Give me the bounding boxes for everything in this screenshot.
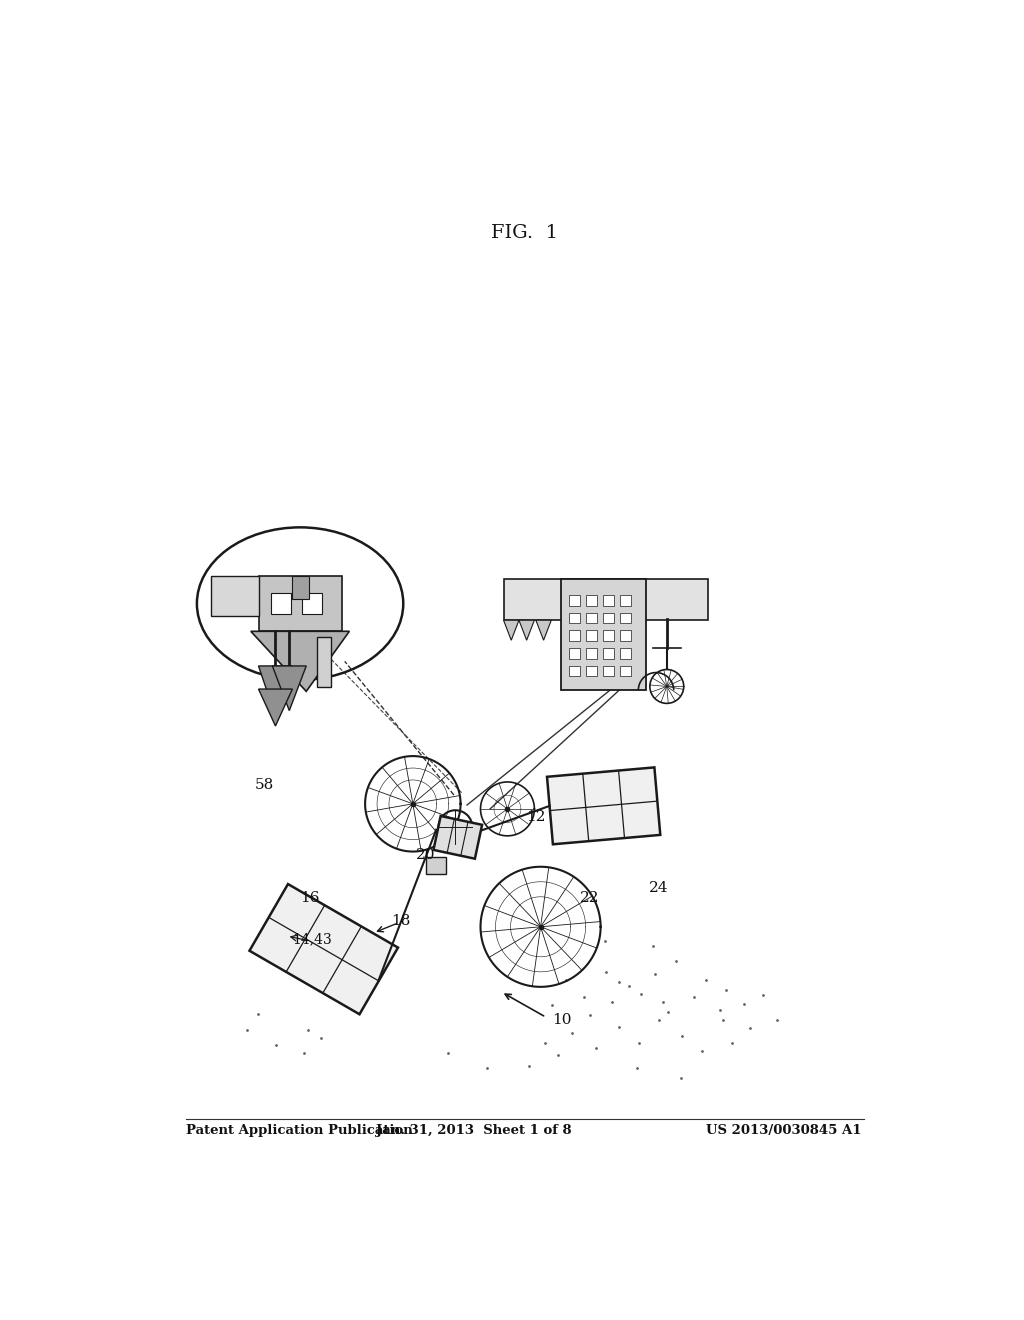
Polygon shape <box>603 665 613 676</box>
Polygon shape <box>569 630 580 642</box>
Polygon shape <box>211 576 258 616</box>
Polygon shape <box>620 630 631 642</box>
Polygon shape <box>519 620 535 640</box>
Polygon shape <box>603 630 613 642</box>
Text: US 2013/0030845 A1: US 2013/0030845 A1 <box>707 1123 861 1137</box>
Polygon shape <box>536 620 551 640</box>
Polygon shape <box>569 612 580 623</box>
Text: 14,43: 14,43 <box>292 932 332 946</box>
Text: 58: 58 <box>255 777 274 792</box>
Polygon shape <box>302 593 322 614</box>
Polygon shape <box>586 612 597 623</box>
Text: 10: 10 <box>552 1014 571 1027</box>
Text: FIG.  1: FIG. 1 <box>492 223 558 242</box>
Polygon shape <box>620 612 631 623</box>
Polygon shape <box>586 630 597 642</box>
Text: Jan. 31, 2013  Sheet 1 of 8: Jan. 31, 2013 Sheet 1 of 8 <box>376 1123 571 1137</box>
Polygon shape <box>258 667 293 715</box>
Text: 22: 22 <box>580 891 599 906</box>
Polygon shape <box>586 648 597 659</box>
Text: 12: 12 <box>526 810 546 824</box>
Polygon shape <box>504 578 708 620</box>
Polygon shape <box>504 620 519 640</box>
Polygon shape <box>603 648 613 659</box>
Polygon shape <box>250 884 398 1014</box>
Polygon shape <box>586 665 597 676</box>
Text: 16: 16 <box>300 891 319 906</box>
Polygon shape <box>620 665 631 676</box>
Polygon shape <box>620 648 631 659</box>
Polygon shape <box>569 595 580 606</box>
Polygon shape <box>317 638 331 686</box>
Text: 24: 24 <box>649 882 669 895</box>
Polygon shape <box>433 816 482 859</box>
Polygon shape <box>251 631 349 692</box>
Polygon shape <box>426 858 445 874</box>
Polygon shape <box>603 612 613 623</box>
Polygon shape <box>270 593 291 614</box>
Polygon shape <box>569 648 580 659</box>
Text: 18: 18 <box>391 913 411 928</box>
Polygon shape <box>547 767 660 845</box>
Text: Patent Application Publication: Patent Application Publication <box>185 1123 413 1137</box>
Polygon shape <box>272 667 306 710</box>
Polygon shape <box>569 665 580 676</box>
Polygon shape <box>258 576 342 631</box>
Polygon shape <box>561 578 646 689</box>
Polygon shape <box>620 595 631 606</box>
Polygon shape <box>258 689 293 726</box>
Text: 20: 20 <box>416 847 435 862</box>
Polygon shape <box>586 595 597 606</box>
Polygon shape <box>603 595 613 606</box>
Polygon shape <box>292 576 308 599</box>
